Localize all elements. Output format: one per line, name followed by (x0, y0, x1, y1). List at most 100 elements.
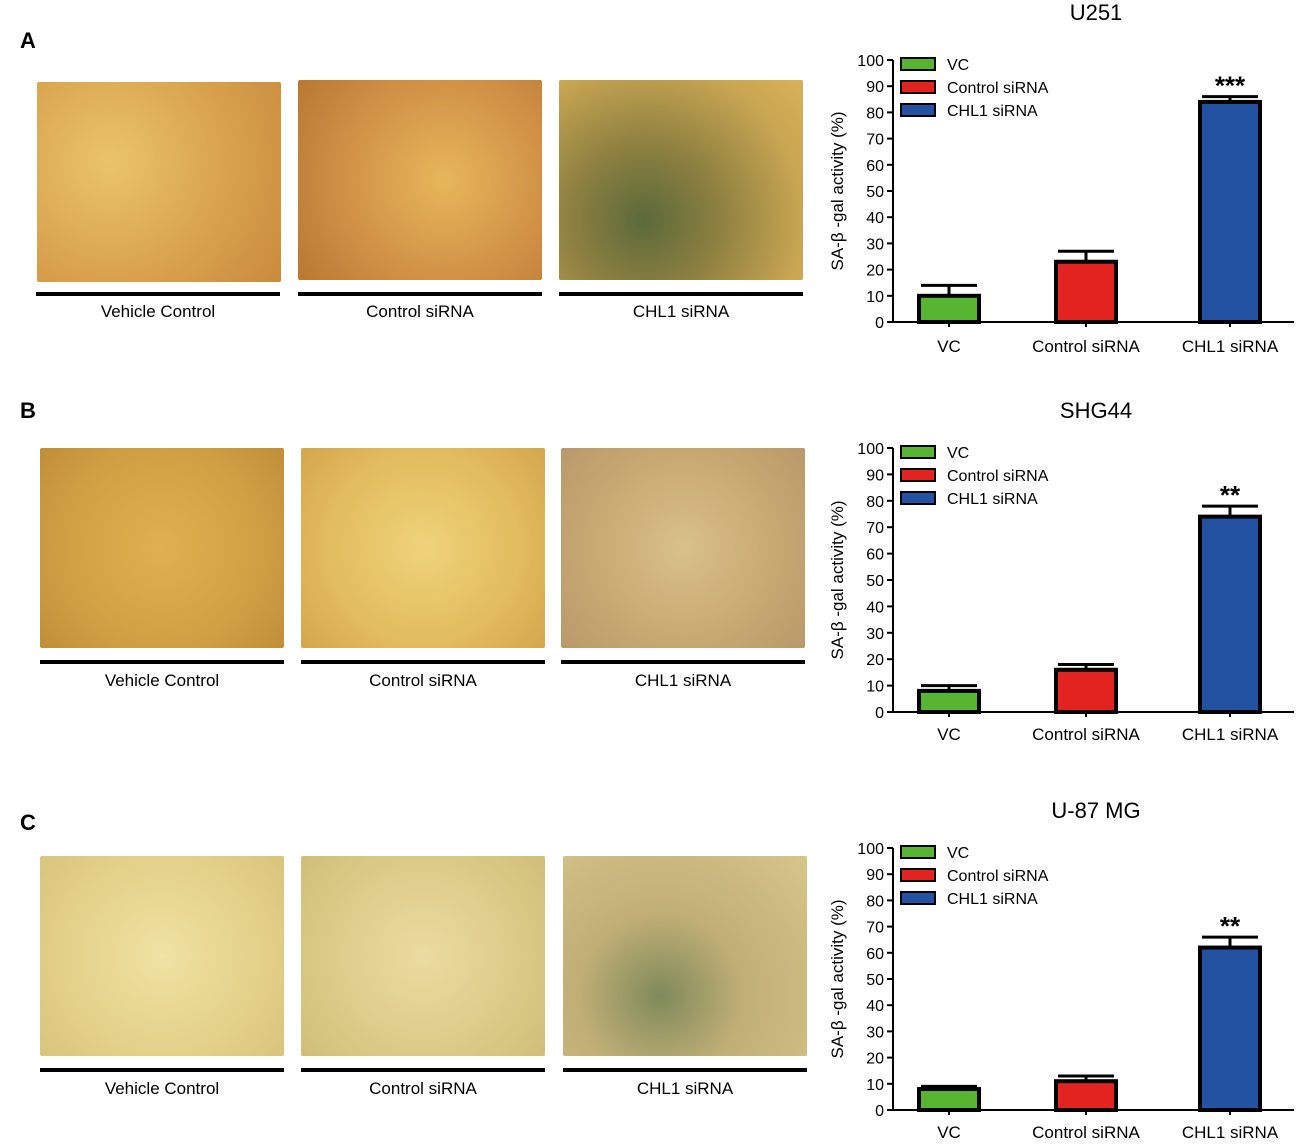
y-tick-label: 20 (866, 1051, 884, 1068)
y-tick-label: 80 (866, 105, 884, 122)
label-underline (40, 660, 284, 664)
y-tick-label: 0 (875, 1103, 884, 1120)
y-tick-label: 10 (866, 289, 884, 306)
y-axis-label: SA-β -gal activity (%) (828, 111, 847, 270)
bar (1198, 514, 1262, 714)
x-tick-label: CHL1 siRNA (1182, 337, 1279, 356)
y-tick-label: 0 (875, 705, 884, 722)
y-tick-label: 90 (866, 867, 884, 884)
legend-label: VC (947, 445, 969, 462)
bar (917, 293, 981, 324)
y-tick-label: 50 (866, 972, 884, 989)
image-label: Control siRNA (369, 671, 477, 690)
micrograph-u87mg-chl1-sirna (563, 856, 807, 1056)
bar-chart-u87mg: U-87 MG SA-β -gal activity (%) 0 10 20 30 40 50… (828, 798, 1294, 1142)
y-tick-label: 60 (866, 158, 884, 175)
legend-label: CHL1 siRNA (947, 491, 1038, 508)
legend-label: Control siRNA (947, 80, 1049, 97)
legend-label: Control siRNA (947, 868, 1049, 885)
micrograph-u251-chl1-sirna (559, 80, 803, 280)
y-tick-label: 20 (866, 652, 884, 669)
y-tick-label: 80 (866, 494, 884, 511)
micrograph-u251-vehicle-control (37, 82, 281, 282)
x-tick-label: CHL1 siRNA (1182, 725, 1279, 744)
panel-letter-a: A (20, 28, 36, 53)
label-underline (561, 660, 805, 664)
legend-swatch (900, 445, 936, 459)
legend-swatch (900, 845, 936, 859)
y-tick-label: 90 (866, 79, 884, 96)
y-tick-label: 20 (866, 263, 884, 280)
legend-label: CHL1 siRNA (947, 103, 1038, 120)
label-underline (301, 660, 545, 664)
bar (1198, 99, 1262, 324)
y-tick-label: 10 (866, 1077, 884, 1094)
image-label: Vehicle Control (100, 302, 216, 321)
legend-swatch (900, 491, 936, 505)
chart-title: U-87 MG (1051, 798, 1140, 823)
bar-chart-shg44: SHG44 SA-β -gal activity (%) 0 10 20 30 40 50 60… (828, 398, 1294, 744)
legend-swatch (900, 468, 936, 482)
legend-swatch (900, 80, 936, 94)
y-tick-label: 70 (866, 520, 884, 537)
bar (1054, 1079, 1118, 1112)
legend-label: Control siRNA (947, 468, 1049, 485)
micrograph-shg44-vehicle-control (40, 448, 284, 648)
legend-swatch (900, 57, 936, 71)
label-underline (559, 292, 803, 296)
bar (917, 688, 981, 715)
image-label: CHL1 siRNA (636, 1079, 734, 1098)
x-tick-label: Control siRNA (1032, 337, 1140, 356)
micrograph-shg44-control-sirna (301, 448, 545, 648)
y-tick-label: 100 (857, 441, 884, 458)
y-tick-label: 90 (866, 467, 884, 484)
image-label: Vehicle Control (104, 1079, 220, 1098)
x-tick-label: VC (937, 337, 961, 356)
bar (1054, 667, 1118, 715)
bar (1054, 259, 1118, 324)
y-tick-label: 70 (866, 132, 884, 149)
y-tick-label: 10 (866, 679, 884, 696)
label-underline (563, 1068, 807, 1072)
significance-label: ** (1220, 480, 1241, 510)
y-tick-label: 40 (866, 210, 884, 227)
legend-label: VC (947, 57, 969, 74)
y-tick-label: 80 (866, 893, 884, 910)
y-tick-label: 50 (866, 184, 884, 201)
y-tick-label: 30 (866, 1024, 884, 1041)
y-tick-label: 60 (866, 547, 884, 564)
bar (917, 1087, 981, 1113)
legend-label: VC (947, 845, 969, 862)
y-tick-label: 50 (866, 573, 884, 590)
y-tick-label: 30 (866, 626, 884, 643)
image-label: Control siRNA (366, 302, 474, 321)
y-tick-label: 100 (857, 53, 884, 70)
x-tick-label: Control siRNA (1032, 725, 1140, 744)
y-tick-label: 30 (866, 236, 884, 253)
label-underline (36, 292, 280, 296)
label-underline (40, 1068, 284, 1072)
image-label: Control siRNA (369, 1079, 477, 1098)
label-underline (298, 292, 542, 296)
legend-swatch (900, 868, 936, 882)
bar-chart-u251: U251 SA-β -gal activity (%) 0 10 20 30 40 50 60 7… (828, 0, 1294, 356)
micrograph-u87mg-control-sirna (301, 856, 545, 1056)
significance-label: ** (1220, 911, 1241, 941)
micrograph-shg44-chl1-sirna (561, 448, 805, 648)
y-tick-label: 60 (866, 946, 884, 963)
y-tick-label: 0 (875, 315, 884, 332)
y-tick-label: 40 (866, 599, 884, 616)
y-axis-label: SA-β -gal activity (%) (828, 899, 847, 1058)
y-tick-label: 70 (866, 920, 884, 937)
y-tick-label: 100 (857, 841, 884, 858)
bar (1198, 945, 1262, 1112)
x-tick-label: CHL1 siRNA (1182, 1123, 1279, 1142)
image-label: CHL1 siRNA (632, 302, 730, 321)
y-axis-label: SA-β -gal activity (%) (828, 500, 847, 659)
legend-swatch (900, 103, 936, 117)
micrograph-u251-control-sirna (298, 80, 542, 280)
x-tick-label: VC (937, 725, 961, 744)
image-label: Vehicle Control (104, 671, 220, 690)
x-tick-label: Control siRNA (1032, 1123, 1140, 1142)
image-label: CHL1 siRNA (634, 671, 732, 690)
